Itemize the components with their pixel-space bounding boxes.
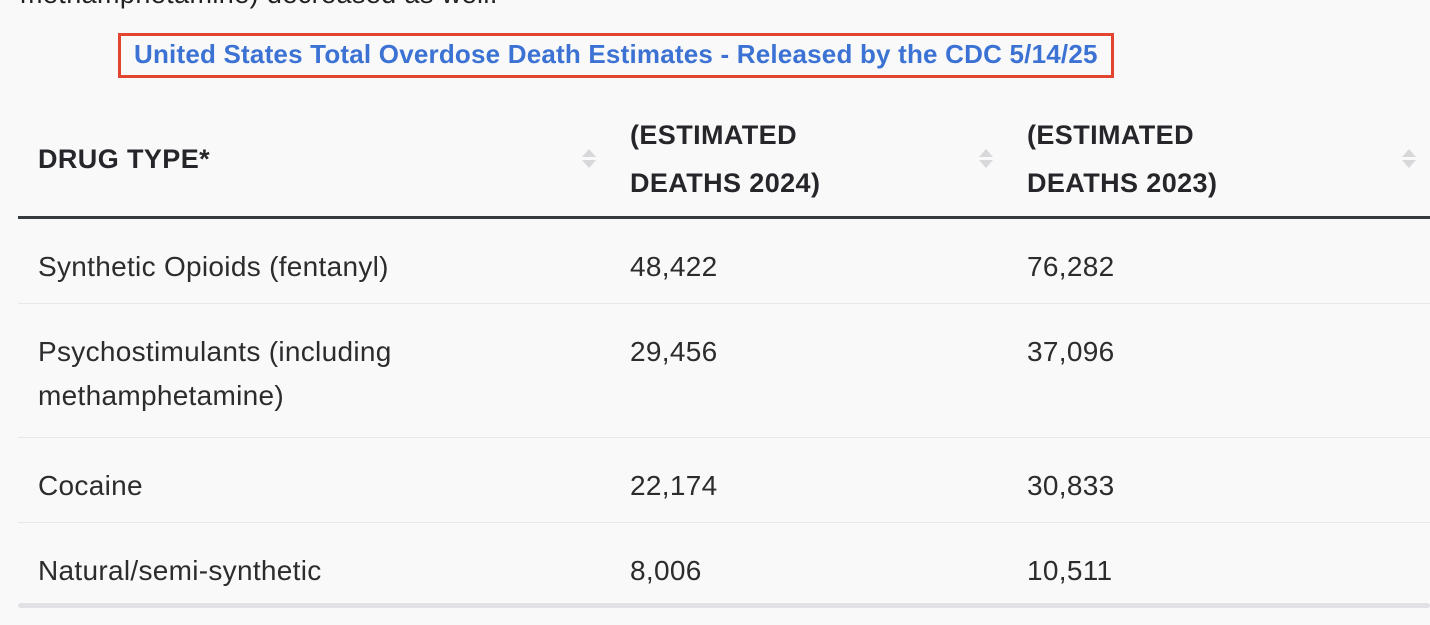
- table-row: Psychostimulants (including methamphetam…: [18, 304, 1430, 438]
- deaths-2023-cell: 37,096: [1027, 336, 1115, 367]
- column-header-label: (ESTIMATED DEATHS 2024): [630, 119, 821, 198]
- drug-type-cell: Cocaine: [38, 470, 143, 501]
- deaths-2023-cell: 76,282: [1027, 251, 1115, 282]
- deaths-2024-cell: 29,456: [630, 336, 718, 367]
- drug-type-cell: Natural/semi-synthetic: [38, 555, 322, 586]
- table-row: Natural/semi-synthetic 8,006 10,511: [18, 523, 1430, 603]
- clipped-paragraph: methamphetamine) decreased as well.: [0, 0, 1430, 13]
- column-header-label: DRUG TYPE*: [38, 143, 211, 174]
- drug-type-cell: Psychostimulants (including methamphetam…: [38, 336, 392, 411]
- sort-icon[interactable]: [582, 149, 596, 168]
- deaths-2023-cell: 10,511: [1027, 555, 1113, 586]
- table-bottom-border: [18, 603, 1430, 608]
- deaths-2024-cell: 22,174: [630, 470, 718, 501]
- deaths-2024-cell: 8,006: [630, 555, 702, 586]
- table-header-row: DRUG TYPE* (ESTIMATED DEATHS 2024) (ESTI…: [18, 101, 1430, 219]
- title-highlight-box: United States Total Overdose Death Estim…: [118, 33, 1114, 78]
- table-row: Cocaine 22,174 30,833: [18, 438, 1430, 523]
- column-header-label: (ESTIMATED DEATHS 2023): [1027, 119, 1218, 198]
- table-row: Synthetic Opioids (fentanyl) 48,422 76,2…: [18, 219, 1430, 304]
- title-row: United States Total Overdose Death Estim…: [118, 33, 1430, 78]
- clipped-paragraph-text: methamphetamine) decreased as well.: [20, 0, 498, 10]
- column-header-deaths-2024[interactable]: (ESTIMATED DEATHS 2024): [610, 101, 1007, 216]
- sort-icon[interactable]: [1402, 149, 1416, 168]
- deaths-2024-cell: 48,422: [630, 251, 718, 282]
- column-header-drug-type[interactable]: DRUG TYPE*: [18, 101, 610, 216]
- drug-type-cell: Synthetic Opioids (fentanyl): [38, 251, 389, 282]
- deaths-2023-cell: 30,833: [1027, 470, 1115, 501]
- column-header-deaths-2023[interactable]: (ESTIMATED DEATHS 2023): [1007, 101, 1430, 216]
- overdose-table: DRUG TYPE* (ESTIMATED DEATHS 2024) (ESTI…: [18, 101, 1430, 603]
- page-title: United States Total Overdose Death Estim…: [134, 39, 1098, 69]
- sort-icon[interactable]: [979, 149, 993, 168]
